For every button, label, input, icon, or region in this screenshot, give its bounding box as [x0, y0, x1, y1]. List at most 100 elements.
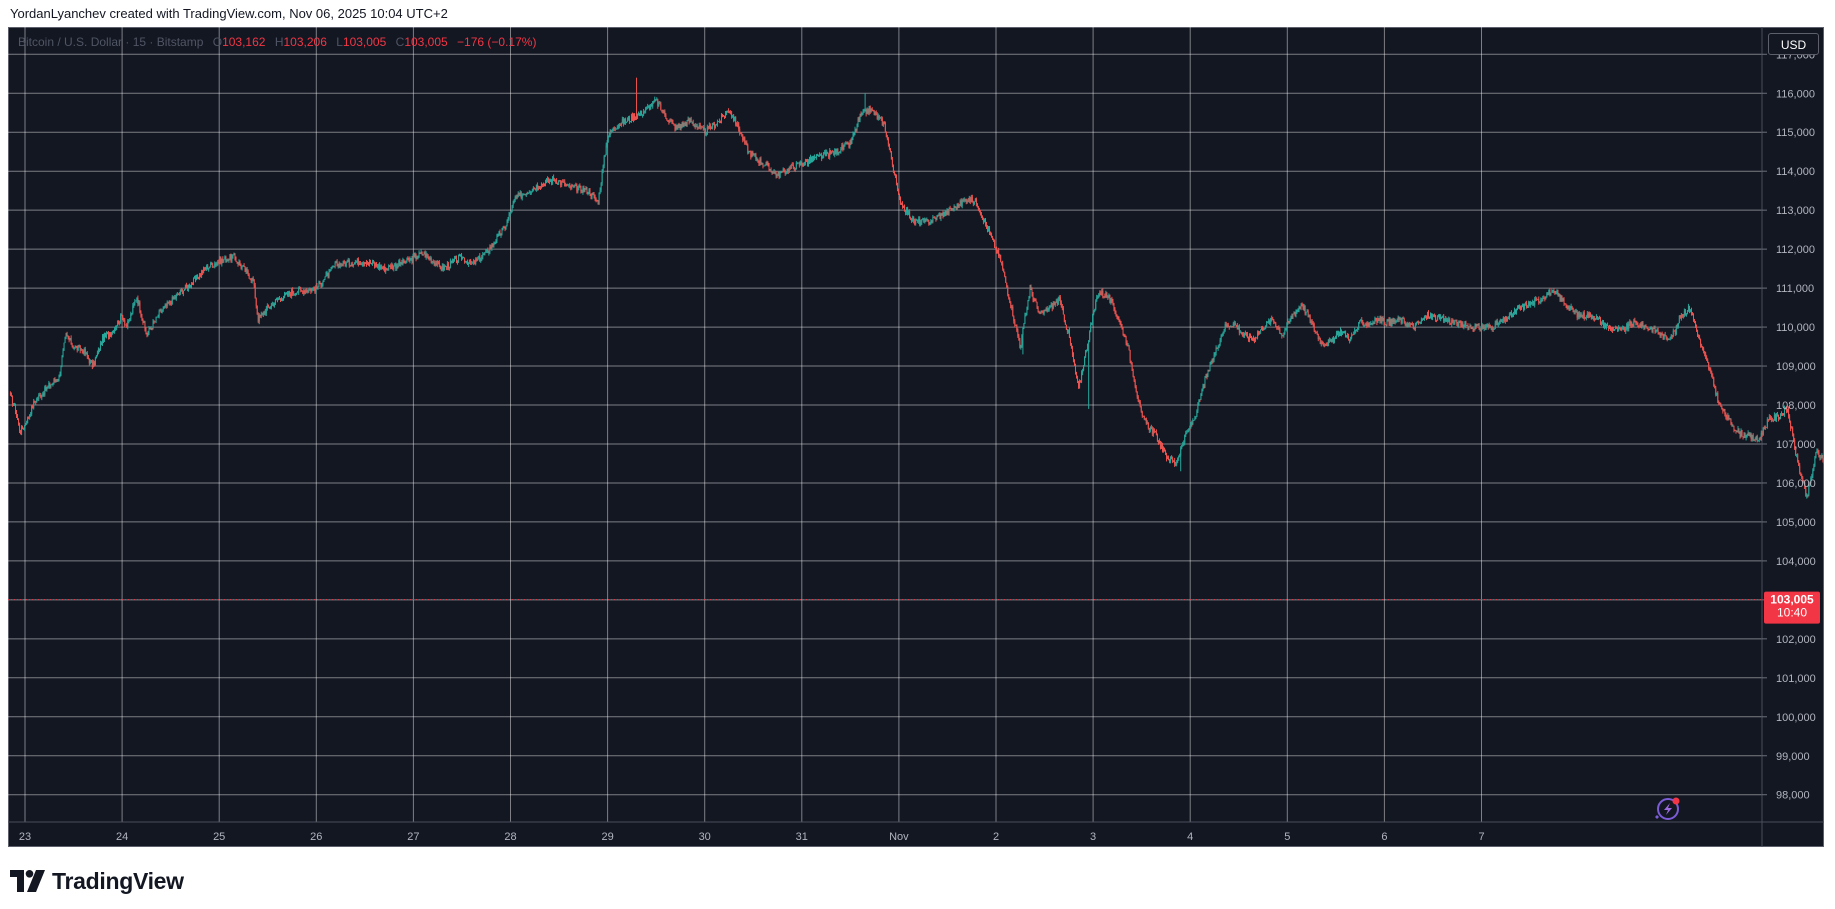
candle-body	[477, 258, 479, 260]
candle-body	[1572, 308, 1574, 312]
candle-body	[193, 278, 195, 284]
tradingview-logo-text: TradingView	[52, 867, 184, 894]
candle-body	[139, 302, 141, 313]
candle-body	[1110, 298, 1112, 303]
tradingview-logo[interactable]: TradingView	[10, 866, 184, 896]
candle-body	[422, 254, 424, 255]
candle-body	[1761, 432, 1763, 435]
candle-body	[221, 258, 223, 264]
candle-body	[1456, 319, 1458, 324]
candle-body	[290, 294, 292, 297]
candle-body	[428, 256, 430, 260]
candle-body	[525, 193, 527, 196]
candle-body	[350, 264, 352, 266]
candle-body	[643, 111, 645, 115]
candle-body	[1203, 386, 1205, 388]
candle-body	[1131, 363, 1133, 371]
candle-body	[1503, 317, 1505, 322]
candle-body	[681, 122, 683, 128]
candle-body	[708, 125, 710, 128]
candle-body	[1620, 327, 1622, 331]
candle-body	[1671, 335, 1673, 337]
price-chart[interactable]: 98,00099,000100,000101,000102,000103,000…	[8, 27, 1824, 847]
candle-body	[829, 150, 831, 158]
candle-body	[892, 164, 894, 172]
candle-body	[1417, 321, 1419, 324]
candle-body	[991, 234, 993, 238]
candle-body	[509, 213, 511, 215]
lightning-assistant-icon[interactable]	[1655, 797, 1680, 820]
candle-body	[1812, 469, 1814, 476]
candle-body	[366, 262, 368, 265]
candle-body	[255, 298, 257, 307]
candle-body	[1228, 326, 1230, 328]
candle-body	[244, 266, 246, 272]
candle-body	[1495, 321, 1497, 323]
candle-body	[1735, 430, 1737, 432]
candle-body	[270, 304, 272, 307]
candle-body	[1819, 456, 1821, 459]
candle-body	[1513, 309, 1515, 313]
candle-body	[1565, 304, 1567, 306]
candle-body	[655, 99, 657, 101]
candle-body	[1706, 356, 1708, 360]
candle-body	[865, 109, 867, 114]
candle-body	[1357, 328, 1359, 330]
candle-body	[1753, 439, 1755, 441]
candle-body	[536, 185, 538, 189]
candle-body	[442, 265, 444, 271]
candle-body	[857, 119, 859, 125]
currency-button[interactable]: USD	[1768, 33, 1819, 55]
candle-body	[856, 124, 858, 131]
candle-body	[1084, 356, 1086, 367]
candle-body	[1142, 416, 1144, 417]
candle-body	[1289, 319, 1291, 323]
candle-body	[198, 278, 200, 280]
candle-body	[231, 256, 233, 261]
candle-body	[1793, 434, 1795, 440]
candle-body	[739, 129, 741, 134]
candle-body	[625, 121, 627, 123]
candle-body	[1404, 323, 1406, 326]
candle-body	[713, 123, 715, 128]
candle-body	[539, 187, 541, 189]
candle-body	[858, 119, 860, 121]
candle-body	[204, 267, 206, 269]
candle-body	[166, 302, 168, 307]
candle-body	[932, 216, 934, 222]
candle-body	[893, 171, 895, 175]
candle-body	[1518, 306, 1520, 308]
candle-body	[679, 125, 681, 128]
time-tick-label: 28	[504, 831, 516, 843]
candle-body	[776, 174, 778, 177]
candle-body	[772, 172, 774, 174]
candle-body	[806, 161, 808, 165]
candle-body	[688, 118, 690, 123]
candle-body	[305, 290, 307, 293]
candle-body	[825, 152, 827, 156]
candle-body	[1403, 318, 1405, 324]
candle-body	[52, 383, 54, 385]
time-tick-label: 31	[796, 831, 808, 843]
candle-body	[1616, 326, 1618, 328]
candle-body	[1484, 326, 1486, 329]
candle-body	[1804, 482, 1806, 489]
candle-body	[31, 405, 33, 415]
candle-body	[1523, 303, 1525, 310]
candle-body	[1657, 330, 1659, 334]
candle-body	[636, 116, 638, 119]
candle-body	[537, 188, 539, 190]
candle-body	[1454, 321, 1456, 324]
candle-body	[1440, 316, 1442, 320]
price-tick-label: 108,000	[1776, 400, 1816, 412]
candle-body	[1260, 329, 1262, 332]
candle-body	[1270, 317, 1272, 325]
candle-body	[1534, 299, 1536, 305]
candle-body	[1104, 296, 1106, 298]
candle-body	[1508, 313, 1510, 319]
chart-pane[interactable]	[8, 27, 1824, 847]
candle-body	[1099, 292, 1101, 295]
candle-body	[361, 263, 363, 265]
candle-body	[1345, 331, 1347, 338]
candle-body	[1792, 427, 1794, 435]
